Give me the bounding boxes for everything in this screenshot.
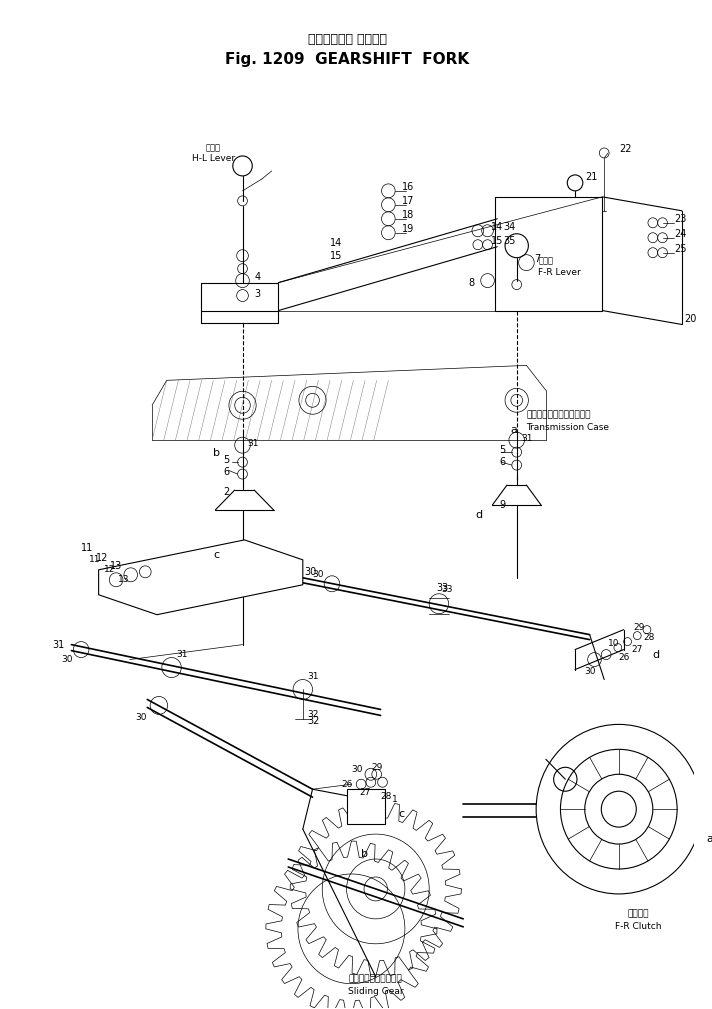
Text: d: d xyxy=(476,510,483,520)
Text: レバー: レバー xyxy=(206,143,221,152)
Text: 10: 10 xyxy=(608,639,619,648)
Text: 26: 26 xyxy=(342,780,353,789)
Text: 12: 12 xyxy=(103,565,115,574)
Text: 30: 30 xyxy=(305,567,317,577)
Text: 7: 7 xyxy=(534,253,540,263)
Text: 12: 12 xyxy=(95,553,108,563)
Text: 30: 30 xyxy=(313,570,324,579)
Text: 24: 24 xyxy=(674,229,686,239)
Text: a: a xyxy=(511,425,518,435)
Text: 34: 34 xyxy=(503,222,515,232)
Text: F-R Lever: F-R Lever xyxy=(538,268,581,277)
Text: c: c xyxy=(214,550,219,560)
Text: 30: 30 xyxy=(62,655,73,664)
Text: 18: 18 xyxy=(402,210,414,220)
Text: 9: 9 xyxy=(499,500,506,510)
Text: b: b xyxy=(361,849,368,859)
Text: 31: 31 xyxy=(308,672,319,681)
Text: 17: 17 xyxy=(402,196,414,206)
Text: 11: 11 xyxy=(81,543,93,553)
Text: 31: 31 xyxy=(522,434,533,443)
Text: Transmission Case: Transmission Case xyxy=(526,423,609,432)
Text: 28: 28 xyxy=(381,792,392,801)
Text: 25: 25 xyxy=(674,244,686,253)
Text: d: d xyxy=(653,650,660,660)
Text: 28: 28 xyxy=(643,633,654,642)
Text: b: b xyxy=(214,448,220,458)
Text: 31: 31 xyxy=(247,439,259,448)
Text: Sliding Gear: Sliding Gear xyxy=(348,987,404,996)
Text: 1: 1 xyxy=(392,795,398,804)
Text: 6: 6 xyxy=(223,467,229,477)
Bar xyxy=(347,789,385,824)
Text: 13: 13 xyxy=(110,561,122,571)
Text: 8: 8 xyxy=(468,277,474,288)
Text: 31: 31 xyxy=(177,650,188,659)
Text: 2: 2 xyxy=(223,487,229,497)
Text: c: c xyxy=(398,809,404,819)
Polygon shape xyxy=(99,540,303,614)
Text: 26: 26 xyxy=(619,653,630,662)
Text: 5: 5 xyxy=(499,445,506,455)
Text: 30: 30 xyxy=(585,667,596,676)
Text: 33: 33 xyxy=(436,583,449,592)
Text: ギャーシフト フォーク: ギャーシフト フォーク xyxy=(308,32,387,45)
Text: 29: 29 xyxy=(371,763,382,772)
Text: 4: 4 xyxy=(254,271,261,282)
Text: クラッチ: クラッチ xyxy=(627,909,649,918)
Text: a: a xyxy=(706,834,712,845)
Text: 13: 13 xyxy=(118,575,130,584)
Text: 23: 23 xyxy=(674,214,686,224)
Text: 30: 30 xyxy=(135,713,147,721)
Text: 29: 29 xyxy=(634,624,645,633)
Text: 19: 19 xyxy=(402,224,414,234)
Text: 32: 32 xyxy=(308,710,319,719)
Text: 35: 35 xyxy=(503,236,515,246)
Text: 27: 27 xyxy=(632,645,643,654)
Text: 14: 14 xyxy=(330,238,342,248)
Text: H-L Lever: H-L Lever xyxy=(192,154,235,163)
Text: 16: 16 xyxy=(402,182,414,192)
Text: トランスミッションケース: トランスミッションケース xyxy=(526,411,591,420)
Text: 33: 33 xyxy=(441,585,452,594)
Text: 14: 14 xyxy=(491,222,503,232)
Text: 31: 31 xyxy=(52,640,64,650)
Text: 20: 20 xyxy=(684,314,696,324)
Text: スライディングギャー: スライディングギャー xyxy=(349,975,402,983)
Text: 21: 21 xyxy=(585,172,597,182)
Text: 15: 15 xyxy=(330,250,342,260)
Text: 30: 30 xyxy=(352,765,363,774)
Text: 3: 3 xyxy=(254,289,261,299)
Text: F-R Clutch: F-R Clutch xyxy=(615,922,661,931)
Text: 6: 6 xyxy=(499,457,506,467)
Text: 32: 32 xyxy=(308,716,320,726)
Text: 15: 15 xyxy=(491,236,504,246)
Text: Fig. 1209  GEARSHIFT  FORK: Fig. 1209 GEARSHIFT FORK xyxy=(226,51,470,67)
Text: 11: 11 xyxy=(89,555,100,564)
Text: 22: 22 xyxy=(619,144,632,154)
Text: 27: 27 xyxy=(359,788,370,797)
Text: 5: 5 xyxy=(223,455,229,465)
Text: レバー: レバー xyxy=(538,256,553,265)
